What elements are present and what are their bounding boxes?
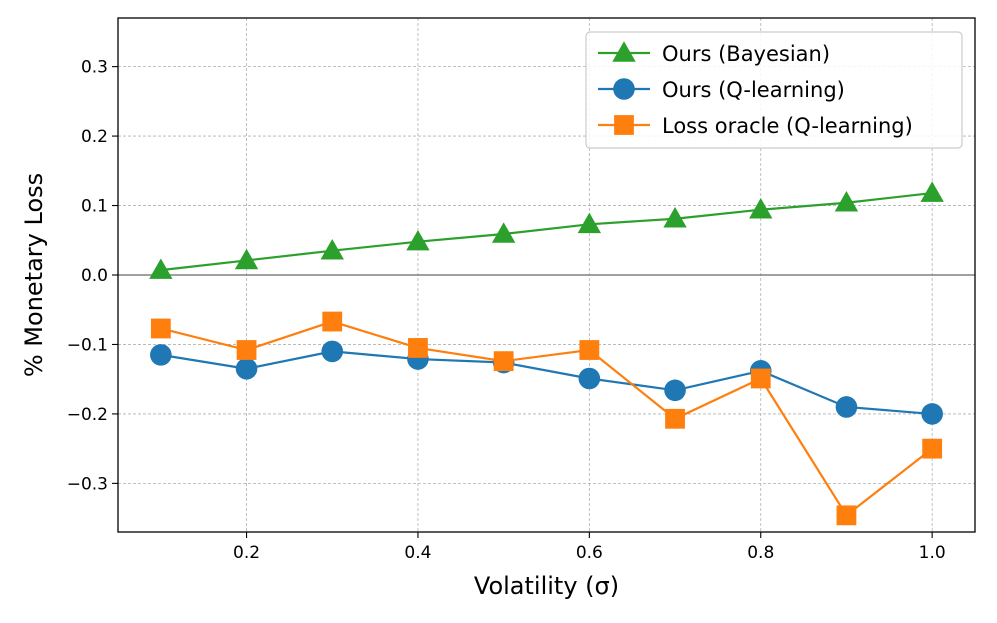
legend-label: Ours (Q-learning) (662, 78, 845, 102)
series-line (160, 320, 933, 517)
data-point (834, 191, 859, 212)
legend-marker (614, 115, 634, 135)
legend-item: Loss oracle (Q-learning) (598, 114, 913, 138)
data-point (577, 212, 602, 234)
data-point (922, 438, 943, 459)
data-point (150, 344, 172, 366)
data-point (491, 222, 516, 243)
data-point (579, 340, 600, 360)
y-axis: −0.3 −0.2 −0.1 0.0 0.1 0.2 0.3 (67, 58, 118, 494)
x-tick-label: 0.6 (576, 543, 603, 563)
data-point (149, 258, 173, 279)
series-2 (150, 311, 943, 526)
y-tick-label: 0.0 (81, 266, 108, 286)
y-tick-label: −0.1 (67, 335, 108, 355)
data-point (836, 505, 857, 526)
data-point (665, 408, 685, 429)
x-tick-label: 0.2 (233, 543, 260, 563)
data-point (920, 181, 944, 202)
data-point (664, 379, 686, 402)
y-tick-label: 0.3 (81, 58, 108, 78)
x-tick-label: 0.8 (747, 543, 774, 563)
data-point (750, 368, 771, 389)
y-tick-label: −0.3 (67, 474, 108, 494)
legend-marker (612, 41, 636, 62)
data-point (835, 396, 858, 418)
y-tick-label: −0.2 (67, 405, 108, 425)
series-line (160, 350, 933, 416)
y-axis-label: % Monetary Loss (20, 173, 48, 377)
legend-item: Ours (Bayesian) (598, 41, 830, 66)
y-tick-label: 0.1 (81, 197, 108, 217)
data-point (236, 340, 257, 360)
x-axis: 0.2 0.4 0.6 0.8 1.0 (233, 532, 946, 563)
x-tick-label: 1.0 (919, 543, 946, 563)
data-point (578, 367, 601, 390)
legend-item: Ours (Q-learning) (598, 78, 845, 102)
legend-label: Ours (Bayesian) (662, 42, 830, 66)
series-line (160, 191, 933, 272)
data-point (320, 238, 344, 260)
data-point (493, 351, 514, 372)
series-0 (149, 181, 944, 279)
legend-box (585, 31, 963, 149)
data-point (408, 338, 428, 358)
x-tick-label: 0.4 (404, 543, 431, 563)
data-point (150, 318, 171, 339)
x-axis-label: Volatility (σ) (474, 572, 619, 600)
data-point (663, 207, 687, 228)
data-point (749, 198, 773, 219)
data-point (234, 248, 259, 270)
data-point (921, 403, 943, 425)
data-point (322, 311, 343, 332)
data-point (406, 229, 430, 251)
legend: Ours (Bayesian) Ours (Q-learning) Loss ora… (585, 31, 963, 149)
legend-marker (613, 78, 635, 100)
series-1 (150, 340, 943, 425)
y-tick-label: 0.2 (81, 127, 108, 147)
data-point (235, 357, 258, 380)
series-layer (149, 181, 944, 526)
legend-label: Loss oracle (Q-learning) (662, 114, 913, 138)
data-point (321, 340, 344, 363)
